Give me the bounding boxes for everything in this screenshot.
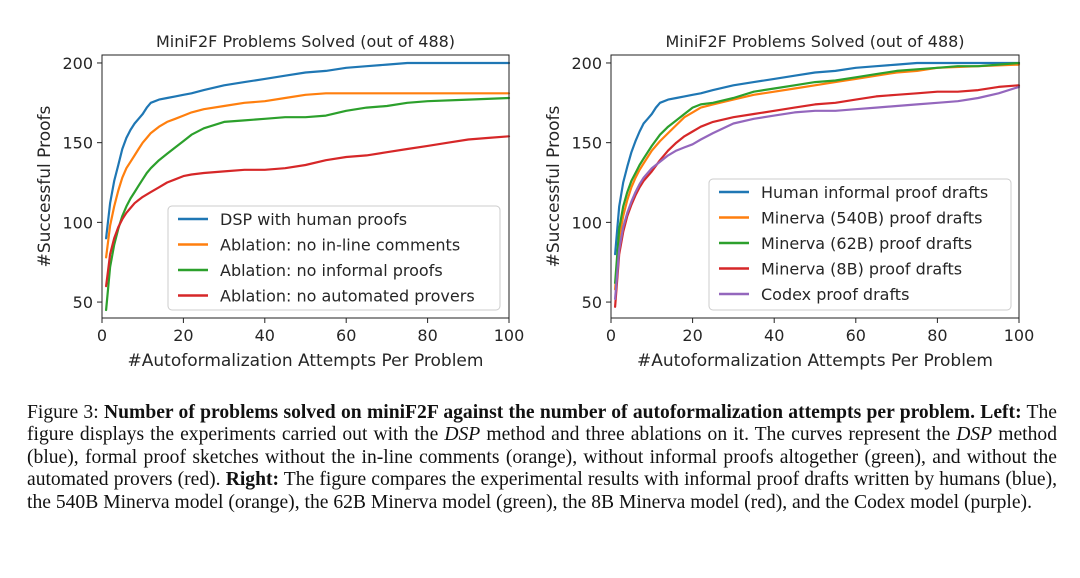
x-tick-label: 0 <box>97 326 107 345</box>
plot-frame <box>101 54 510 319</box>
legend-label-2: Ablation: no in-line comments <box>220 236 460 255</box>
y-tick-label: 150 <box>571 134 602 153</box>
series-line-2 <box>613 63 1021 291</box>
series-line-4 <box>104 135 511 288</box>
legend-label-4: Ablation: no automated provers <box>220 287 475 306</box>
x-axis-label: #Autoformalization Attempts Per Problem <box>637 351 993 371</box>
caption-left-text-2: method and three ablations on it. The cu… <box>486 424 951 446</box>
series-line-4 <box>613 84 1021 308</box>
y-axis-label: #Successful Proofs <box>35 105 55 267</box>
chart-title: MiniF2F Problems Solved (out of 488) <box>665 32 964 51</box>
legend-label-3: Ablation: no informal proofs <box>220 261 443 280</box>
legend-box <box>708 178 1012 311</box>
y-tick-label: 100 <box>571 213 602 232</box>
x-tick-label: 0 <box>606 326 616 345</box>
caption-bold-title: Number of problems solved on miniF2F aga… <box>103 402 975 423</box>
caption-right-label: Right: <box>225 469 280 491</box>
x-tick-label: 20 <box>682 326 702 345</box>
caption-dsp-1: DSP <box>444 424 481 446</box>
caption-dsp-2: DSP <box>956 424 993 446</box>
plot-frame <box>610 54 1020 319</box>
y-tick-label: 200 <box>571 54 602 73</box>
y-tick-label: 100 <box>62 213 93 232</box>
legend-box <box>167 205 501 311</box>
caption-lead: Figure 3: <box>27 402 99 423</box>
y-tick-label: 50 <box>582 293 602 312</box>
x-tick-label: 20 <box>173 326 193 345</box>
legend-label-5: Codex proof drafts <box>761 285 909 304</box>
x-tick-label: 60 <box>336 326 356 345</box>
caption-left-text-1: The figure displays the experiments carr… <box>27 402 1058 446</box>
right-chart: MiniF2F Problems Solved (out of 488) 0 20 4… <box>544 32 1034 371</box>
x-tick-label: 100 <box>494 326 525 345</box>
x-tick-label: 100 <box>1004 326 1035 345</box>
x-tick-label: 80 <box>927 326 947 345</box>
left-chart: MiniF2F Problems Solved (out of 488) 0 20 4… <box>35 32 524 371</box>
caption-left-label: Left: <box>980 402 1022 423</box>
series-line-3 <box>613 61 1021 284</box>
x-tick-label: 40 <box>764 326 784 345</box>
chart-title: MiniF2F Problems Solved (out of 488) <box>156 32 455 51</box>
x-tick-label: 60 <box>846 326 866 345</box>
series-line-1 <box>613 61 1021 256</box>
figure-caption: Figure 3: Number of problems solved on m… <box>27 402 1057 514</box>
legend-label-4: Minerva (8B) proof drafts <box>761 260 962 279</box>
caption-right-text: The figure compares the experimental res… <box>27 469 1058 513</box>
x-axis-label: #Autoformalization Attempts Per Problem <box>128 351 484 371</box>
y-tick-label: 150 <box>62 134 93 153</box>
y-axis-label: #Successful Proofs <box>544 105 564 267</box>
legend-label-2: Minerva (540B) proof drafts <box>761 209 982 228</box>
y-tick-label: 200 <box>62 54 93 73</box>
legend-label-3: Minerva (62B) proof drafts <box>761 234 972 253</box>
series-line-3 <box>104 96 511 312</box>
series-line-5 <box>613 85 1021 300</box>
series-line-2 <box>104 92 511 259</box>
y-tick-label: 50 <box>73 293 93 312</box>
x-tick-label: 40 <box>255 326 275 345</box>
caption-left-text-3: method (blue), formal proof sketches wit… <box>27 424 1057 491</box>
x-tick-label: 80 <box>417 326 437 345</box>
series-line-1 <box>104 61 511 240</box>
legend-label-1: Human informal proof drafts <box>761 183 988 202</box>
legend-label-1: DSP with human proofs <box>220 210 407 229</box>
